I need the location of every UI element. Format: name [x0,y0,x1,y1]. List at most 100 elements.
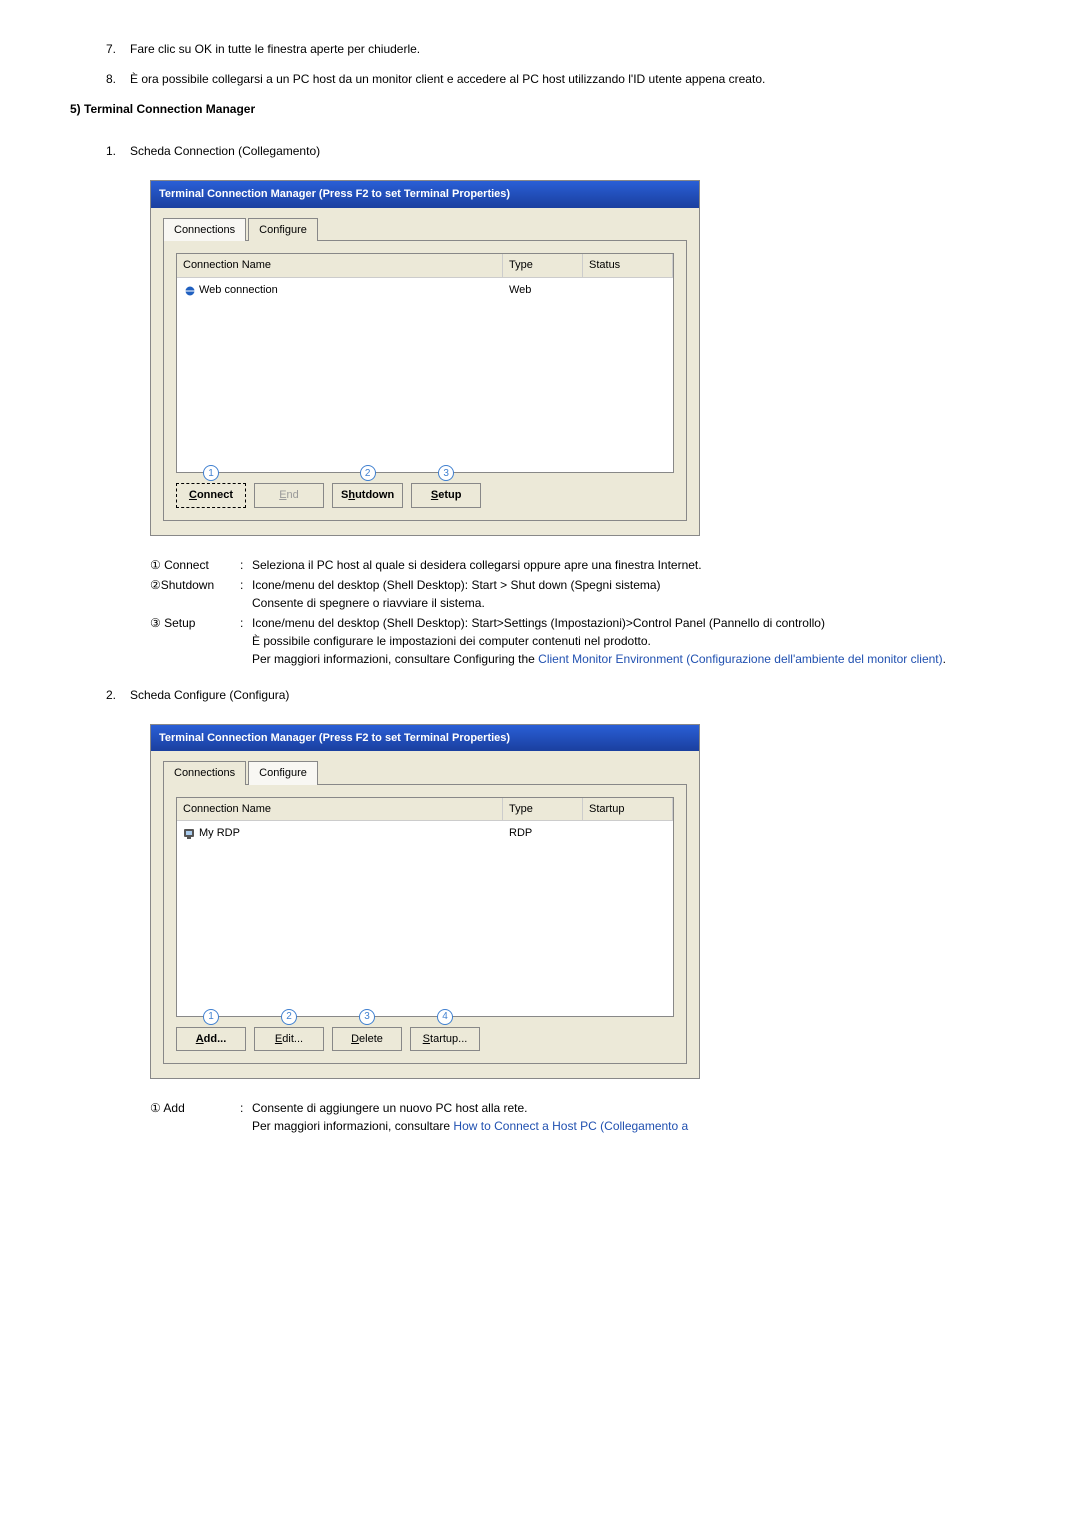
end-button[interactable]: EndEnd [254,483,324,508]
col-type-2[interactable]: Type [503,798,583,821]
col-startup[interactable]: Startup [583,798,673,821]
tab-connections[interactable]: Connections [163,218,246,242]
connect-host-link[interactable]: How to Connect a Host PC (Collegamento a [453,1119,688,1133]
section-2: 2. Scheda Configure (Configura) [106,686,1010,704]
dot: . [943,652,946,666]
dialog2-listbox[interactable]: Connection Name Type Startup My RDP RDP [176,797,674,1017]
dialog2-body: Connections Configure Connection Name Ty… [151,751,699,1078]
dialog1-tab-content: Connection Name Type Status Web connecti… [163,241,687,521]
dialog1-tabs: Connections Configure [163,218,687,242]
ie-icon [183,284,197,296]
dialog2-titlebar: Terminal Connection Manager (Press F2 to… [151,725,699,752]
section-1: 1. Scheda Connection (Collegamento) [106,142,1010,160]
desc-add-l2a: Per maggiori informazioni, consultare [252,1119,453,1133]
desc-setup: ③ Setup : Icone/menu del desktop (Shell … [150,614,1010,668]
setup-button[interactable]: SetupSetup [411,483,481,508]
desc-setup-l3a: Per maggiori informazioni, consultare Co… [252,652,538,666]
tab-connections-2[interactable]: Connections [163,761,246,785]
desc-setup-body: Icone/menu del desktop (Shell Desktop): … [252,614,1010,668]
section-2-num: 2. [106,686,130,704]
shutdown-container: 2 ShutdownShutdown [332,483,403,508]
col-type[interactable]: Type [503,254,583,277]
desc-add-label: ① Add [150,1099,240,1135]
col-connection-name-2[interactable]: Connection Name [177,798,503,821]
row2-type: RDP [503,823,583,844]
add-container: 1 Add...Add... [176,1027,246,1052]
colon: : [240,1099,252,1135]
edit-button[interactable]: Edit...Edit... [254,1027,324,1052]
client-monitor-link[interactable]: Client Monitor Environment (Configurazio… [538,652,942,666]
dialog2-tabs: Connections Configure [163,761,687,785]
desc-connect-body: Seleziona il PC host al quale si desider… [252,556,1010,574]
annot2-2: 2 [281,1009,297,1025]
desc-shutdown-l2: Consente di spegnere o riavviare il sist… [252,596,485,610]
setup-container: 3 SetupSetup [411,483,481,508]
tab-configure[interactable]: Configure [248,218,318,242]
delete-container: 3 DeleteDelete [332,1027,402,1052]
row2-name: My RDP [177,823,503,844]
section-1-title: Scheda Connection (Collegamento) [130,142,1010,160]
colon: : [240,614,252,668]
shutdown-button[interactable]: ShutdownShutdown [332,483,403,508]
desc-shutdown: ②Shutdown : Icone/menu del desktop (Shel… [150,576,1010,612]
desc-connect-label: ① Connect [150,556,240,574]
colon: : [240,556,252,574]
row2-startup [583,823,673,844]
table-row[interactable]: Web connection Web [177,278,673,303]
startup-button[interactable]: Startup...Startup... [410,1027,480,1052]
dialog1-listbox[interactable]: Connection Name Type Status Web connecti… [176,253,674,473]
connections-dialog: Terminal Connection Manager (Press F2 to… [150,180,700,536]
dialog1-titlebar: Terminal Connection Manager (Press F2 to… [151,181,699,208]
annot-1: 1 [203,465,219,481]
desc-shutdown-l1: Icone/menu del desktop (Shell Desktop): … [252,578,661,592]
row-status [583,280,673,301]
row-type: Web [503,280,583,301]
step-8: 8. È ora possibile collegarsi a un PC ho… [106,70,1010,88]
annot-2: 2 [360,465,376,481]
configure-dialog: Terminal Connection Manager (Press F2 to… [150,724,700,1080]
step-8-text: È ora possibile collegarsi a un PC host … [130,70,1010,88]
col-status[interactable]: Status [583,254,673,277]
dialog1-body: Connections Configure Connection Name Ty… [151,208,699,535]
table-row[interactable]: My RDP RDP [177,821,673,846]
annot2-1: 1 [203,1009,219,1025]
startup-container: 4 Startup...Startup... [410,1027,480,1052]
desc-connect-table: ① Connect : Seleziona il PC host al qual… [150,556,1010,668]
desc-setup-label: ③ Setup [150,614,240,668]
add-button[interactable]: Add...Add... [176,1027,246,1052]
step-8-num: 8. [106,70,130,88]
step-7-text: Fare clic su OK in tutte le finestra ape… [130,40,1010,58]
tab-configure-2[interactable]: Configure [248,761,318,785]
dialog2-tab-content: Connection Name Type Startup My RDP RDP [163,785,687,1065]
desc-add: ① Add : Consente di aggiungere un nuovo … [150,1099,1010,1135]
dialog1-header: Connection Name Type Status [177,254,673,278]
col-connection-name[interactable]: Connection Name [177,254,503,277]
connect-button[interactable]: CConnectonnect [176,483,246,508]
section-1-num: 1. [106,142,130,160]
annot2-4: 4 [437,1009,453,1025]
section-2-title: Scheda Configure (Configura) [130,686,1010,704]
desc-add-table: ① Add : Consente di aggiungere un nuovo … [150,1099,1010,1135]
row-name-text: Web connection [199,284,278,296]
row2-name-text: My RDP [199,827,240,839]
annot2-3: 3 [359,1009,375,1025]
desc-shutdown-label: ②Shutdown [150,576,240,612]
desc-setup-l2: È possibile configurare le impostazioni … [252,634,651,648]
connect-container: 1 CConnectonnect [176,483,246,508]
colon: : [240,576,252,612]
annot-3: 3 [438,465,454,481]
step-7: 7. Fare clic su OK in tutte le finestra … [106,40,1010,58]
edit-container: 2 Edit...Edit... [254,1027,324,1052]
dialog1-button-row: 1 CConnectonnect EndEnd 2 ShutdownShutdo… [176,483,674,508]
rdp-icon [183,827,197,839]
row-connection-name: Web connection [177,280,503,301]
heading-5: 5) Terminal Connection Manager [70,100,1010,118]
desc-add-l1: Consente di aggiungere un nuovo PC host … [252,1101,528,1115]
step-7-num: 7. [106,40,130,58]
desc-shutdown-body: Icone/menu del desktop (Shell Desktop): … [252,576,1010,612]
desc-add-body: Consente di aggiungere un nuovo PC host … [252,1099,1010,1135]
dialog2-button-row: 1 Add...Add... 2 Edit...Edit... 3 Delete… [176,1027,674,1052]
desc-connect: ① Connect : Seleziona il PC host al qual… [150,556,1010,574]
desc-setup-l1: Icone/menu del desktop (Shell Desktop): … [252,616,825,630]
delete-button[interactable]: DeleteDelete [332,1027,402,1052]
